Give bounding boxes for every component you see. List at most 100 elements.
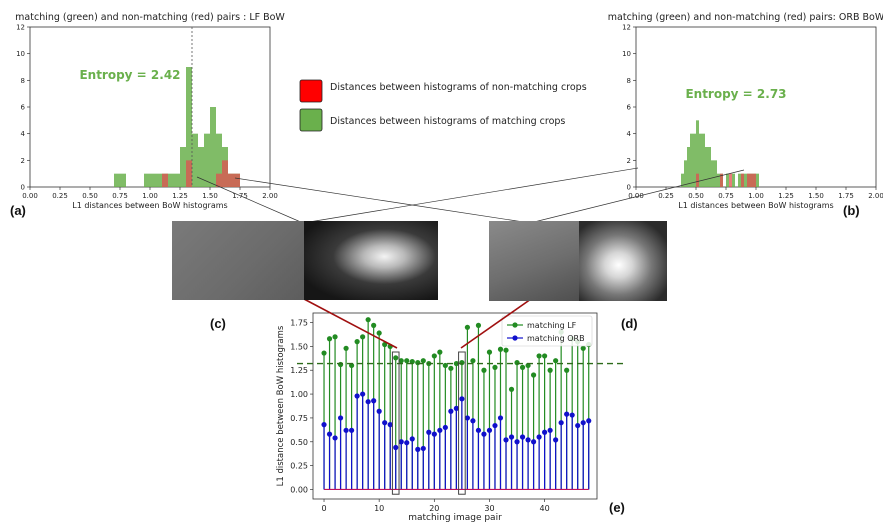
connector-line — [529, 169, 745, 224]
bar-non-matching — [747, 173, 750, 187]
marker-orb — [586, 418, 592, 424]
marker-orb — [475, 427, 482, 433]
marker-orb — [442, 424, 448, 431]
marker-lf — [354, 339, 360, 345]
marker-lf — [365, 317, 371, 323]
plot-frame — [312, 312, 598, 500]
x-tick-label: 10 — [374, 504, 384, 513]
y-tick-label: 2 — [627, 157, 631, 165]
x-tick-label: 30 — [484, 504, 494, 513]
marker-lf — [503, 347, 509, 353]
marker-orb — [354, 393, 360, 399]
marker-orb — [387, 422, 393, 428]
marker-lf — [470, 358, 476, 364]
bar-matching — [732, 173, 735, 187]
bar-non-matching — [720, 173, 723, 187]
x-tick-label: 1.25 — [172, 192, 188, 200]
bar-matching — [681, 173, 684, 187]
x-tick-label: 0.50 — [688, 192, 704, 200]
bar-non-matching — [234, 173, 240, 187]
bar-matching — [717, 173, 720, 187]
connector-line — [302, 167, 639, 224]
connector-line — [196, 176, 304, 224]
y-tick-label: 2 — [21, 157, 25, 165]
bar-matching — [714, 160, 717, 187]
marker-orb — [431, 431, 437, 437]
marker-orb — [371, 398, 377, 404]
plot-frame — [29, 26, 271, 188]
x-tick-label: 0.75 — [718, 192, 734, 200]
red-connector — [460, 298, 532, 349]
marker-lf — [542, 353, 548, 359]
y-tick-label: 0.50 — [290, 438, 308, 447]
bar-matching — [144, 173, 150, 187]
y-tick-label: 1.75 — [290, 319, 308, 328]
y-tick-label: 10 — [622, 50, 631, 58]
marker-orb — [558, 420, 564, 426]
x-tick-label: 20 — [429, 504, 439, 513]
panel-label-e: (e) — [609, 500, 625, 515]
highlight-box-c — [391, 351, 400, 495]
y-tick-label: 4 — [21, 130, 26, 138]
bar-matching — [699, 133, 702, 187]
marker-orb — [343, 427, 349, 433]
bar-matching — [192, 133, 198, 187]
x-tick-label: 1.25 — [778, 192, 794, 200]
marker-orb — [326, 431, 333, 437]
bar-non-matching — [222, 160, 228, 187]
bar-matching — [168, 173, 174, 187]
marker-orb — [580, 420, 586, 426]
marker-orb — [437, 427, 443, 433]
bar-matching — [696, 120, 699, 187]
marker-orb — [360, 391, 366, 397]
marker-lf — [497, 346, 504, 352]
marker-lf — [580, 345, 586, 351]
bar-matching — [198, 147, 204, 187]
marker-orb — [569, 412, 575, 418]
marker-orb — [530, 439, 537, 445]
legend-label-red: Distances between histograms of non-matc… — [330, 82, 587, 93]
histogram-lf-bow: matching (green) and non-matching (red) … — [15, 12, 285, 210]
marker-lf — [481, 367, 487, 373]
marker-orb — [553, 437, 559, 443]
chart-title: matching (green) and non-matching (red) … — [608, 12, 883, 23]
marker-orb — [547, 427, 553, 433]
bar-matching — [156, 173, 162, 187]
marker-orb — [321, 422, 327, 428]
bar-non-matching — [186, 160, 192, 187]
marker-lf — [492, 364, 498, 370]
y-tick-label: 1.50 — [290, 342, 308, 351]
bar-matching — [756, 173, 759, 187]
photo-crop-c-right — [304, 221, 438, 300]
marker-orb — [536, 434, 542, 440]
marker-orb — [382, 420, 388, 426]
marker-orb — [525, 437, 531, 443]
legend: matching LF matching ORB — [501, 315, 593, 347]
marker-orb — [332, 435, 338, 441]
bar-matching — [702, 133, 705, 187]
bar-matching — [120, 173, 126, 187]
marker-lf — [420, 358, 426, 364]
red-connector — [303, 298, 398, 349]
bar-non-matching — [753, 173, 756, 187]
x-tick-label: 0.00 — [628, 192, 644, 200]
bar-matching — [180, 147, 186, 187]
marker-lf — [437, 349, 443, 355]
x-tick-label: 0.25 — [658, 192, 674, 200]
bar-matching — [186, 67, 192, 187]
entropy-label: Entropy = 2.42 — [79, 68, 180, 82]
marker-orb — [349, 427, 355, 433]
marker-orb — [398, 439, 404, 445]
marker-lf — [376, 330, 382, 336]
marker-orb — [503, 437, 509, 443]
marker-lf — [547, 367, 553, 373]
y-tick-label: 4 — [627, 130, 632, 138]
bar-non-matching — [750, 173, 753, 187]
marker-orb — [459, 396, 465, 402]
x-tick-label: 0 — [321, 504, 326, 513]
legend-marker — [512, 335, 518, 341]
marker-orb — [415, 446, 421, 452]
y-tick-label: 1.25 — [290, 366, 308, 375]
x-tick-label: 0.00 — [22, 192, 38, 200]
bar-matching — [693, 133, 696, 187]
